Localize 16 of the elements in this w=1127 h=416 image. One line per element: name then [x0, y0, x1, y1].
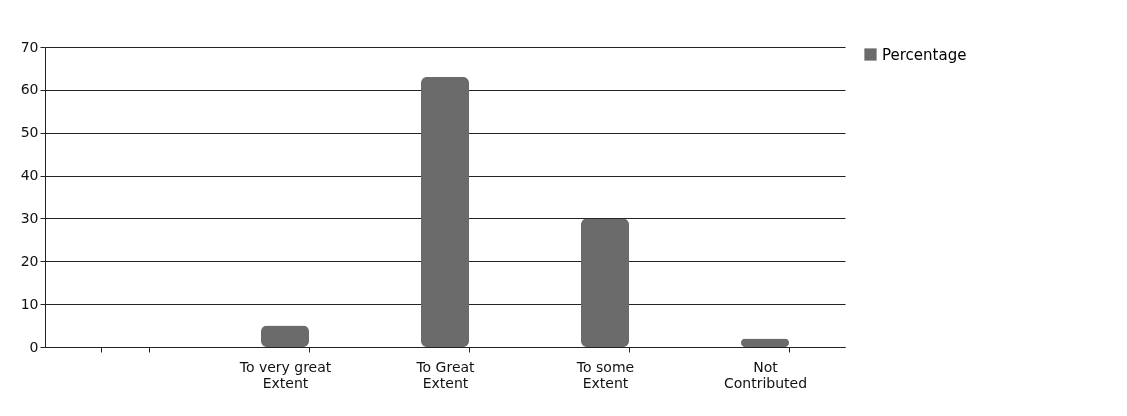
bar [421, 77, 469, 347]
x-tick-label: Not Contributed [723, 358, 808, 391]
x-tick-label: To Great Extent [415, 358, 476, 391]
y-tick-label: 60 [20, 81, 39, 98]
y-tick-label: 50 [20, 124, 39, 141]
bar [581, 218, 629, 347]
x-tick-label: To very great Extent [238, 358, 332, 391]
y-tick-label: 0 [29, 338, 39, 355]
y-tick-label: 20 [20, 252, 39, 269]
legend-label: Percentage [882, 45, 967, 64]
bar [261, 325, 309, 347]
x-tick-label: To some Extent [575, 358, 635, 391]
y-tick-label: 40 [20, 167, 39, 184]
y-tick-label: 10 [20, 295, 39, 312]
y-tick-label: 70 [20, 38, 39, 55]
y-tick-label: 30 [20, 209, 39, 226]
